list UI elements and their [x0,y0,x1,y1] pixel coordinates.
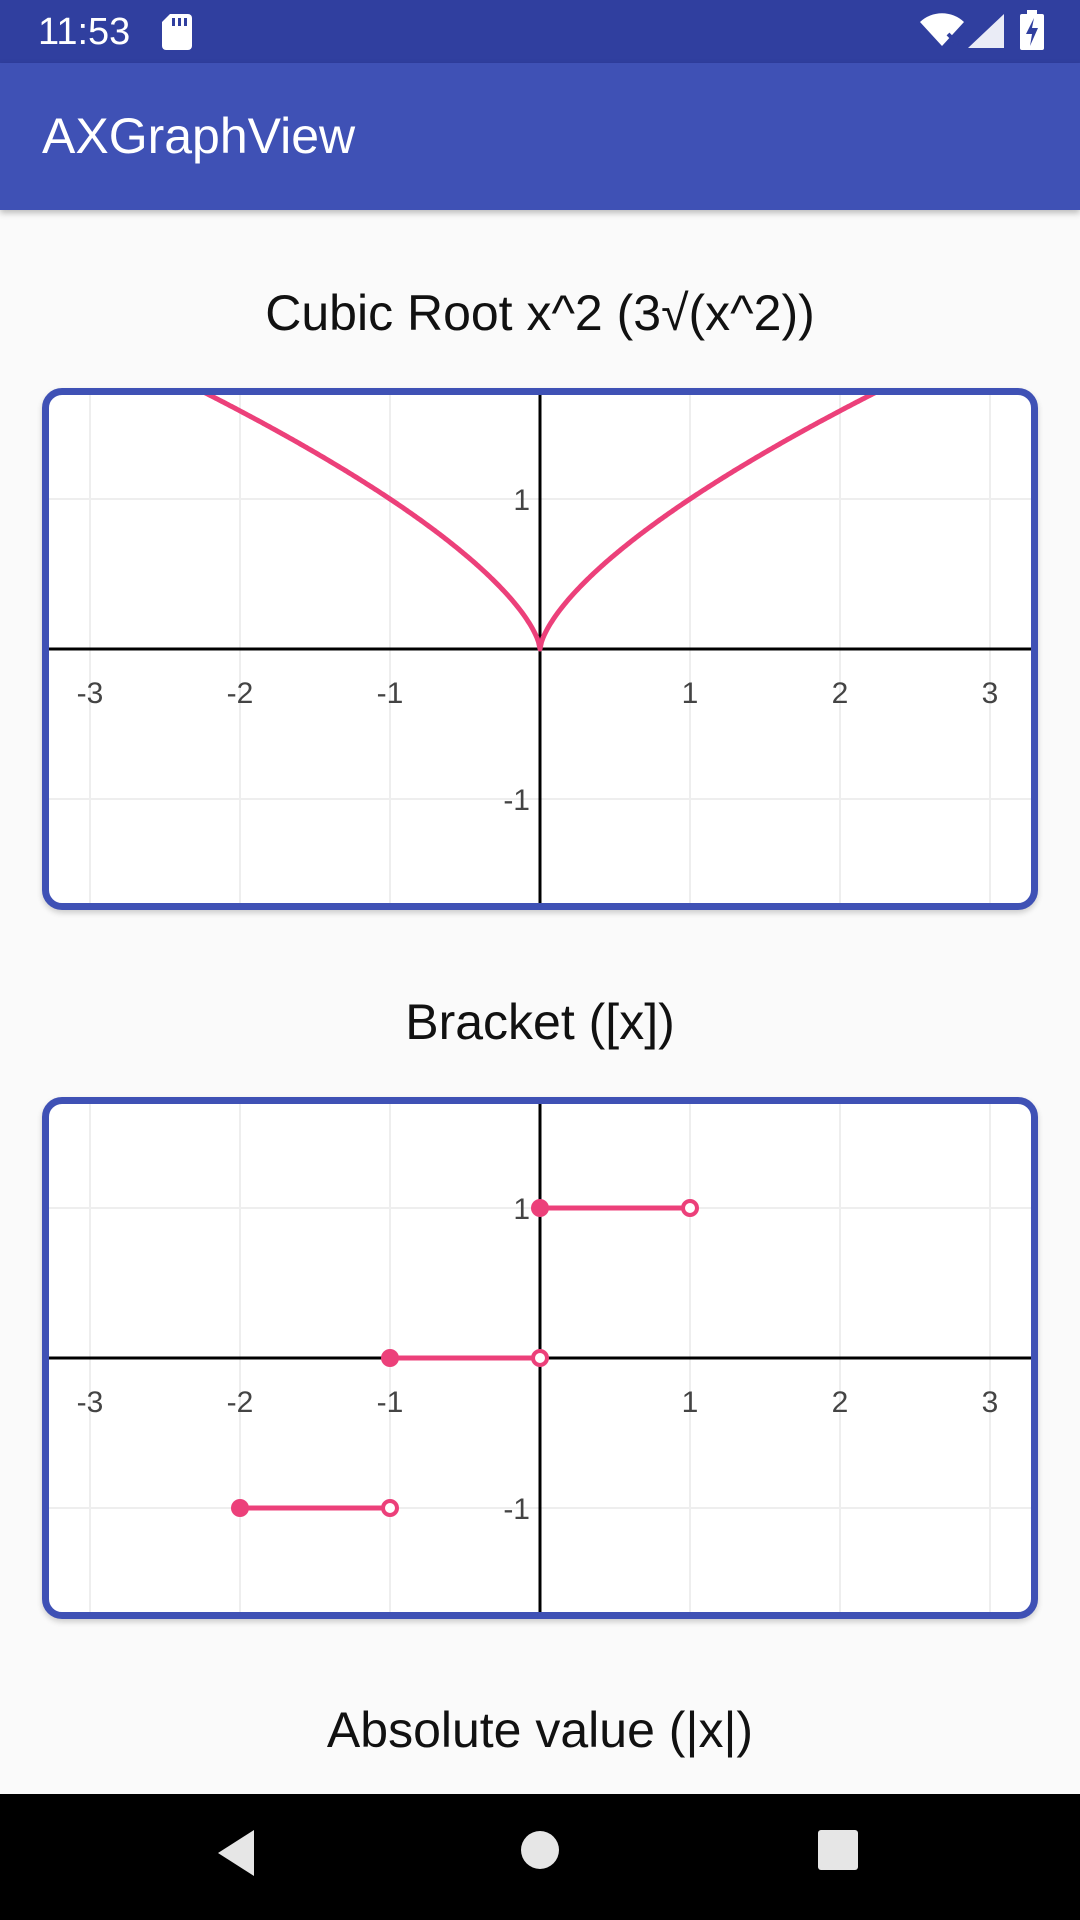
app-bar: AXGraphView [0,63,1080,210]
x-tick-label: -3 [77,677,104,710]
series-line-cubic-root [203,395,877,652]
y-tick-label: 1 [513,1193,530,1226]
status-bar: 11:53 [0,0,1080,63]
step-open-point [681,1199,699,1217]
graph-bracket[interactable]: -3 -2 -1 1 2 3 1 -1 [49,1104,1031,1612]
x-tick-label: -3 [77,1386,104,1419]
status-time: 11:53 [38,11,131,53]
x-tick-label: 2 [832,1386,849,1419]
x-tick-label: 3 [982,1386,999,1419]
graph-cubic-root[interactable]: -3 -2 -1 1 2 3 1 -1 [49,395,1031,903]
y-tick-label: -1 [503,1493,530,1526]
step-open-point [531,1349,549,1367]
x-tick-label: 1 [682,677,699,710]
graph-title-absolute-value: Absolute value (|x|) [326,1702,754,1758]
y-tick-label: 1 [513,484,530,517]
home-icon[interactable] [518,1828,562,1872]
x-tick-label: -1 [377,677,404,710]
signal-icon [968,14,1004,48]
sd-card-icon [162,14,192,50]
graph-title-bracket: Bracket ([x]) [405,994,675,1050]
navigation-bar [0,1794,1080,1920]
step-closed-point [381,1349,399,1367]
battery-charging-icon [1020,10,1044,50]
x-tick-label: -1 [377,1386,404,1419]
x-tick-label: -2 [227,1386,254,1419]
graph-card-bracket[interactable]: -3 -2 -1 1 2 3 1 -1 [42,1097,1038,1619]
step-closed-point [231,1499,249,1517]
x-tick-label: 1 [682,1386,699,1419]
x-tick-label: 2 [832,677,849,710]
back-icon[interactable] [214,1828,258,1878]
recents-icon[interactable] [818,1830,858,1870]
x-tick-label: -2 [227,677,254,710]
x-tick-label: 3 [982,677,999,710]
app-title: AXGraphView [42,108,356,164]
step-closed-point [531,1199,549,1217]
graph-title-cubic-root: Cubic Root x^2 (3√(x^2)) [265,285,815,341]
graph-list[interactable]: Cubic Root x^2 (3√(x^2)) -3 -2 -1 1 2 3 1 -1 Br… [0,210,1080,1794]
graph-card-cubic-root[interactable]: -3 -2 -1 1 2 3 1 -1 [42,388,1038,910]
step-open-point [381,1499,399,1517]
wifi-icon [920,13,964,46]
y-tick-label: -1 [503,784,530,817]
